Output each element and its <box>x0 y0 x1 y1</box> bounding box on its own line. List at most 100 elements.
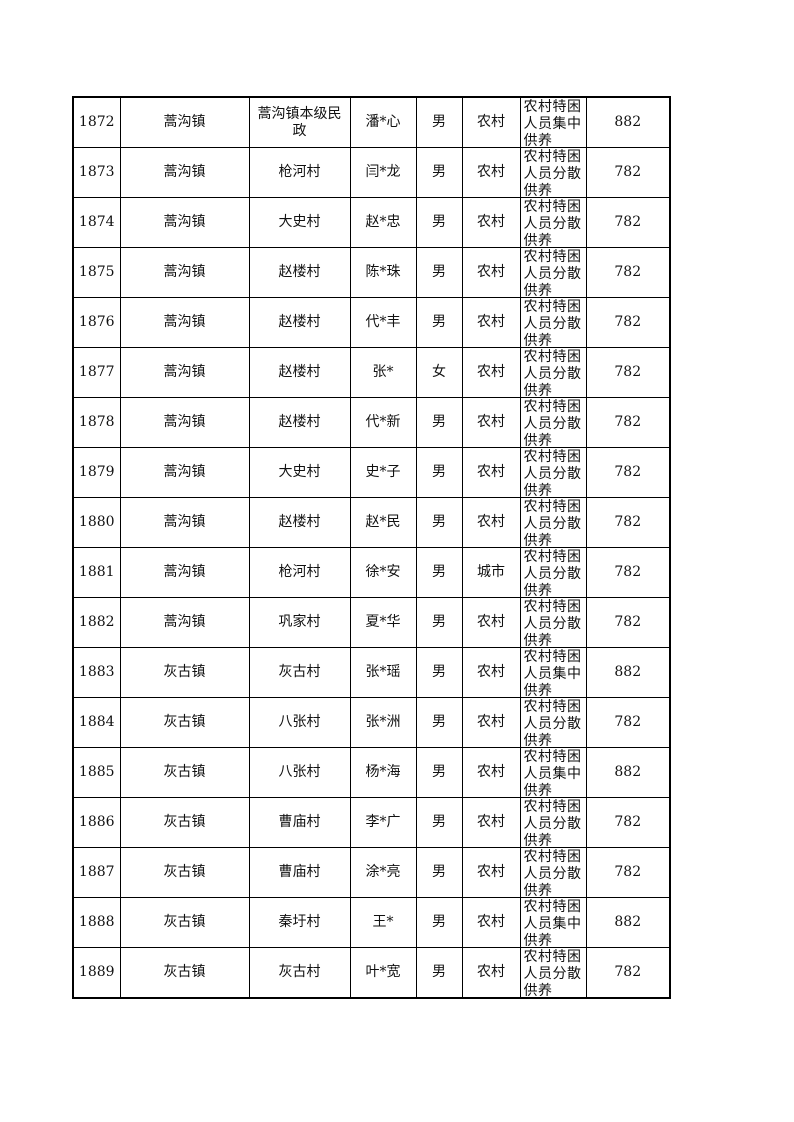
gender: 男 <box>432 264 446 280</box>
unit-cell: 枪河村 <box>248 547 351 598</box>
table-row: 1873 蒿沟镇 枪河村 闫*龙 男 农村 农村特困人员分散供养 782 <box>72 147 671 198</box>
person-name: 杨*海 <box>365 764 401 780</box>
row-number-cell: 1877 <box>72 347 121 398</box>
unit: 秦圩村 <box>278 914 321 930</box>
amount: 782 <box>614 164 642 180</box>
row-number-cell: 1874 <box>72 197 121 248</box>
town-cell: 蒿沟镇 <box>119 197 250 248</box>
person-name: 赵*忠 <box>365 214 401 230</box>
gender: 男 <box>432 714 446 730</box>
residence-type-cell: 农村 <box>461 697 521 748</box>
amount: 882 <box>614 914 642 930</box>
assistance-category: 农村特困人员分散供养 <box>523 499 582 546</box>
table-row: 1877 蒿沟镇 赵楼村 张* 女 农村 农村特困人员分散供养 782 <box>72 347 671 398</box>
unit: 枪河村 <box>278 564 321 580</box>
gender: 男 <box>432 914 446 930</box>
row-number-cell: 1886 <box>72 797 121 848</box>
amount-cell: 882 <box>585 897 671 948</box>
person-name-cell: 夏*华 <box>349 597 417 648</box>
gender-cell: 男 <box>415 397 463 448</box>
amount-cell: 782 <box>585 697 671 748</box>
assistance-category-cell: 农村特困人员分散供养 <box>519 697 587 748</box>
town-cell: 灰古镇 <box>119 897 250 948</box>
residence-type-cell: 农村 <box>461 647 521 698</box>
table-row: 1874 蒿沟镇 大史村 赵*忠 男 农村 农村特困人员分散供养 782 <box>72 197 671 248</box>
gender-cell: 男 <box>415 747 463 798</box>
residence-type: 农村 <box>477 914 505 930</box>
assistance-category: 农村特困人员分散供养 <box>523 199 582 246</box>
gender: 男 <box>432 664 446 680</box>
amount-cell: 782 <box>585 847 671 898</box>
gender-cell: 男 <box>415 897 463 948</box>
unit-cell: 枪河村 <box>248 147 351 198</box>
residence-type-cell: 农村 <box>461 447 521 498</box>
row-number: 1889 <box>78 964 115 980</box>
person-name-cell: 涂*亮 <box>349 847 417 898</box>
assistance-category: 农村特困人员分散供养 <box>523 299 582 346</box>
residence-type: 农村 <box>477 314 505 330</box>
residence-type: 农村 <box>477 214 505 230</box>
assistance-category: 农村特困人员集中供养 <box>523 749 582 796</box>
unit: 大史村 <box>278 464 321 480</box>
residence-type: 农村 <box>477 964 505 980</box>
residence-type: 农村 <box>477 764 505 780</box>
assistance-category-cell: 农村特困人员分散供养 <box>519 597 587 648</box>
table-row: 1876 蒿沟镇 赵楼村 代*丰 男 农村 农村特困人员分散供养 782 <box>72 297 671 348</box>
town: 蒿沟镇 <box>163 364 206 380</box>
unit-cell: 秦圩村 <box>248 897 351 948</box>
table-row: 1880 蒿沟镇 赵楼村 赵*民 男 农村 农村特困人员分散供养 782 <box>72 497 671 548</box>
amount-cell: 782 <box>585 547 671 598</box>
person-name-cell: 闫*龙 <box>349 147 417 198</box>
assistance-category: 农村特困人员分散供养 <box>523 149 582 196</box>
unit-cell: 灰古村 <box>248 647 351 698</box>
assistance-category: 农村特困人员分散供养 <box>523 799 582 846</box>
amount: 782 <box>614 814 642 830</box>
assistance-category-cell: 农村特困人员分散供养 <box>519 397 587 448</box>
town-cell: 蒿沟镇 <box>119 347 250 398</box>
gender-cell: 男 <box>415 547 463 598</box>
gender: 男 <box>432 464 446 480</box>
amount-cell: 782 <box>585 947 671 999</box>
gender-cell: 男 <box>415 247 463 298</box>
assistance-category-cell: 农村特困人员分散供养 <box>519 147 587 198</box>
residence-type-cell: 农村 <box>461 197 521 248</box>
gender-cell: 男 <box>415 197 463 248</box>
amount: 882 <box>614 664 642 680</box>
row-number-cell: 1880 <box>72 497 121 548</box>
gender: 男 <box>432 964 446 980</box>
assistance-category: 农村特困人员分散供养 <box>523 249 582 296</box>
row-number-cell: 1879 <box>72 447 121 498</box>
person-name-cell: 代*新 <box>349 397 417 448</box>
residence-type-cell: 农村 <box>461 347 521 398</box>
unit: 曹庙村 <box>278 864 321 880</box>
amount-cell: 882 <box>585 647 671 698</box>
town: 蒿沟镇 <box>163 414 206 430</box>
amount-cell: 782 <box>585 197 671 248</box>
amount-cell: 782 <box>585 147 671 198</box>
person-name: 叶*宽 <box>365 964 401 980</box>
town-cell: 灰古镇 <box>119 947 250 999</box>
residence-type-cell: 农村 <box>461 847 521 898</box>
row-number-cell: 1888 <box>72 897 121 948</box>
residence-type-cell: 农村 <box>461 497 521 548</box>
town: 灰古镇 <box>163 964 206 980</box>
assistance-category-cell: 农村特困人员分散供养 <box>519 547 587 598</box>
row-number: 1883 <box>78 664 115 680</box>
town-cell: 蒿沟镇 <box>119 96 250 148</box>
town-cell: 灰古镇 <box>119 847 250 898</box>
town: 蒿沟镇 <box>163 614 206 630</box>
amount-cell: 782 <box>585 347 671 398</box>
person-name: 潘*心 <box>365 114 401 130</box>
person-name: 代*丰 <box>365 314 401 330</box>
row-number: 1888 <box>78 914 115 930</box>
town-cell: 蒿沟镇 <box>119 297 250 348</box>
gender: 男 <box>432 764 446 780</box>
assistance-category-cell: 农村特困人员分散供养 <box>519 947 587 999</box>
person-name-cell: 王* <box>349 897 417 948</box>
assistance-category-cell: 农村特困人员分散供养 <box>519 497 587 548</box>
residence-type: 城市 <box>477 564 505 580</box>
person-name: 陈*珠 <box>365 264 401 280</box>
town-cell: 灰古镇 <box>119 797 250 848</box>
person-name-cell: 李*广 <box>349 797 417 848</box>
person-name-cell: 潘*心 <box>349 96 417 148</box>
